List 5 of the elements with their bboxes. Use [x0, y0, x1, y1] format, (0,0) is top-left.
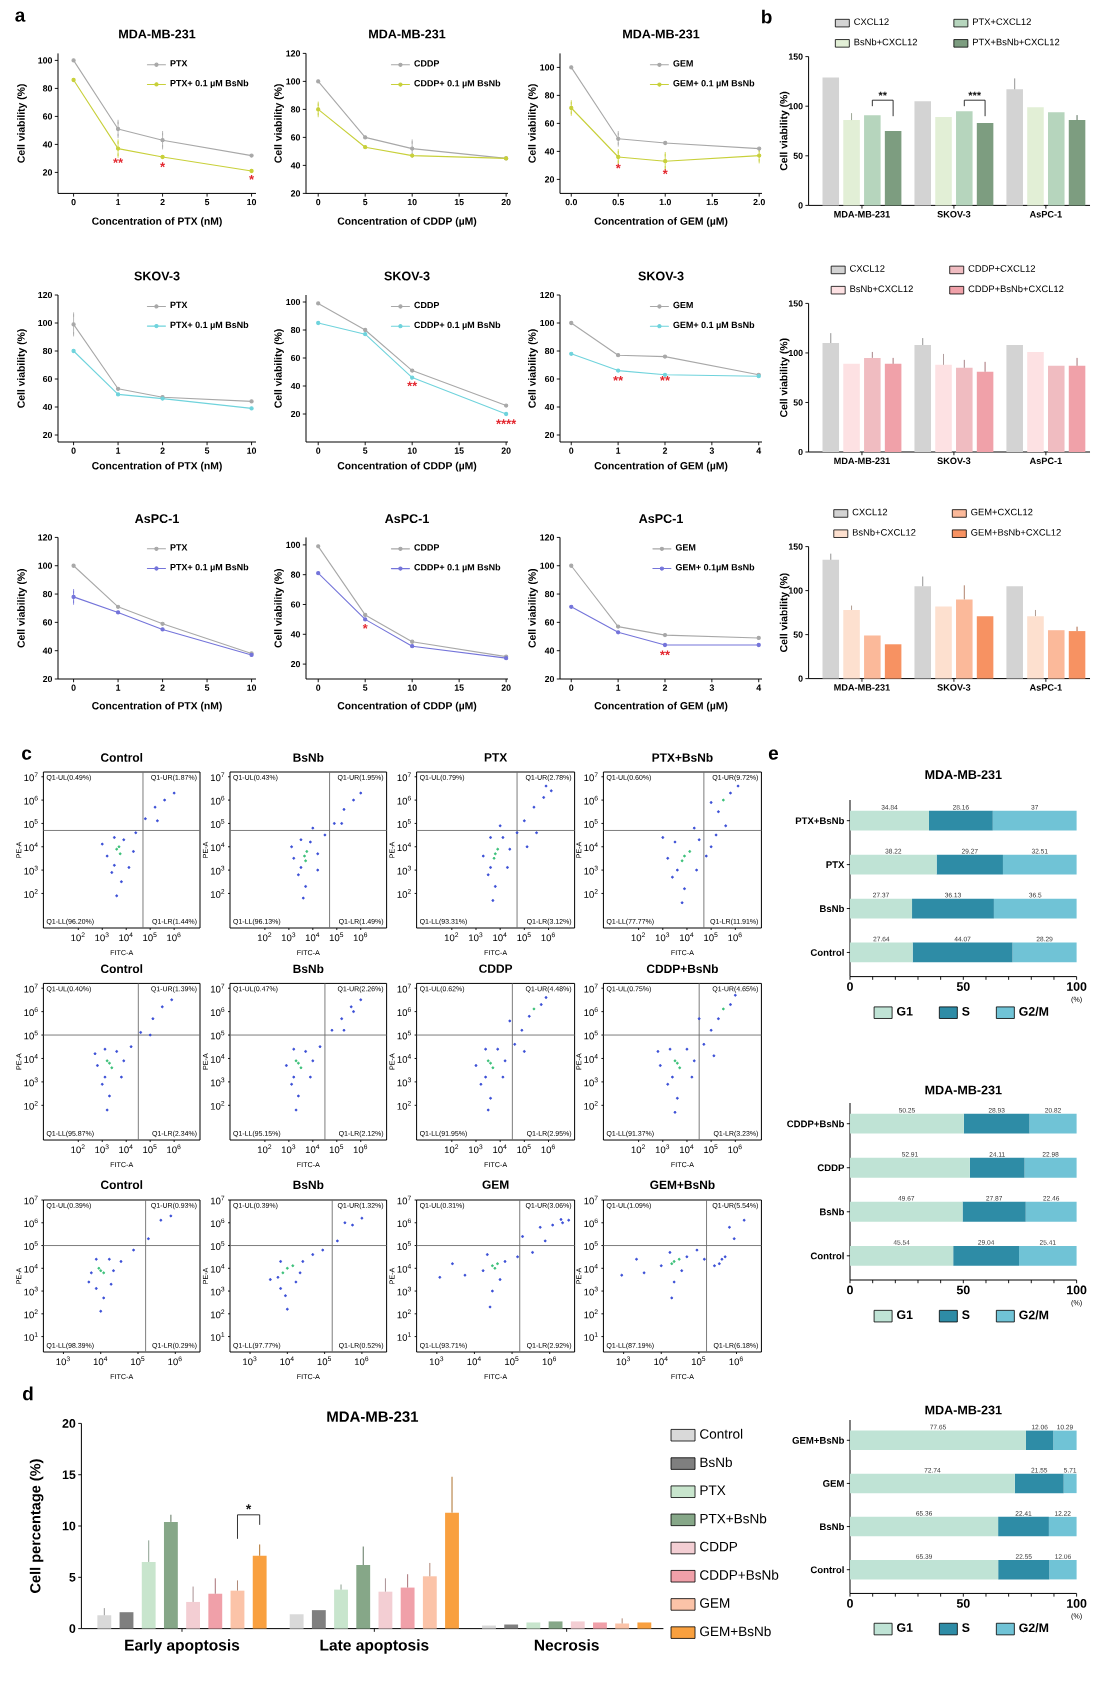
text: e — [768, 749, 779, 760]
text: b — [762, 9, 772, 24]
text: a — [15, 11, 26, 22]
text: d — [22, 1386, 33, 1401]
text: c — [22, 749, 32, 760]
